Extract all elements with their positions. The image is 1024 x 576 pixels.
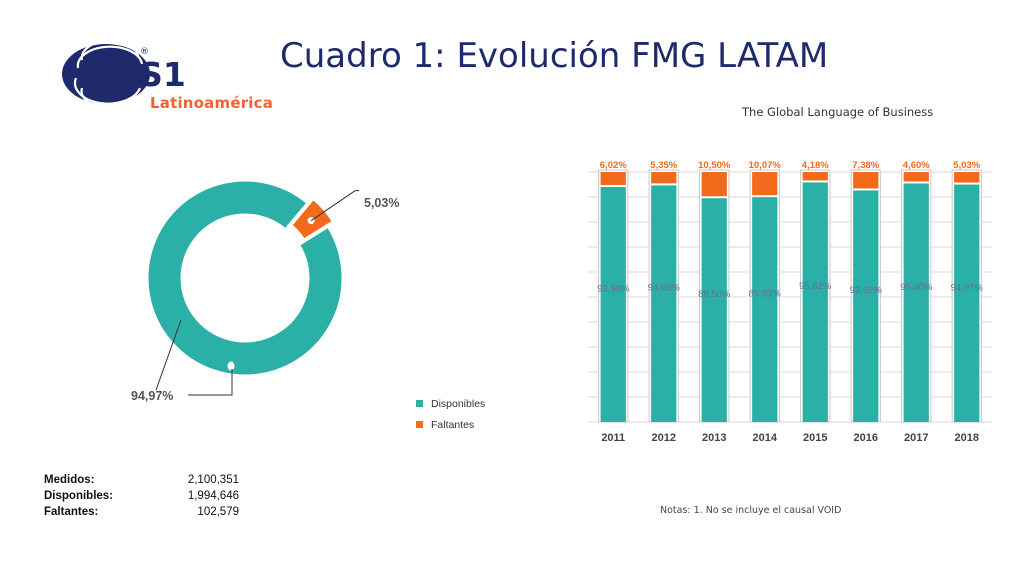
data-label-disponibles: 89,50% — [698, 289, 731, 300]
stacked-bar-chart: 6,02% 93,98% 2011 5,35% 94,65% 2012 10,50% 89,5… — [588, 160, 992, 444]
bar-faltantes-2017 — [903, 172, 929, 182]
chart-legend: Disponibles Faltantes — [416, 393, 485, 435]
bar-faltantes-2018 — [954, 172, 980, 183]
donut-leader-disponibles — [188, 369, 233, 396]
donut-chart: 5,03% 94,97% — [131, 178, 399, 403]
bar-disponibles-2014 — [752, 197, 778, 422]
x-tick-label: 2015 — [803, 432, 827, 444]
bar-disponibles-2017 — [903, 183, 929, 422]
bar-disponibles-2015 — [802, 182, 828, 422]
page-title: Cuadro 1: Evolución FMG LATAM — [280, 36, 829, 76]
data-label-faltantes: 10,07% — [749, 160, 782, 171]
data-label-disponibles: 94,97% — [951, 282, 984, 293]
bar-faltantes-2015 — [802, 172, 828, 181]
bar-disponibles-2018 — [954, 184, 980, 422]
data-label-faltantes: 5,03% — [953, 160, 980, 171]
data-label-disponibles: 95,82% — [799, 281, 832, 292]
tagline: The Global Language of Business — [742, 105, 934, 119]
bar-faltantes-2016 — [853, 172, 879, 189]
bar-faltantes-2014 — [752, 172, 778, 196]
legend-swatch-faltantes — [416, 421, 423, 428]
bar-faltantes-2011 — [600, 172, 626, 186]
legend-swatch-disponibles — [416, 400, 423, 407]
stat-value: 102,579 — [197, 506, 239, 518]
logo-registered: ® — [140, 47, 149, 57]
data-label-disponibles: 89,93% — [749, 289, 782, 300]
stats-table: Medidos: 2,100,351 Disponibles: 1,994,64… — [44, 472, 239, 520]
logo-rings — [73, 42, 144, 109]
bar-disponibles-2013 — [701, 198, 727, 422]
bar-disponibles-2011 — [600, 187, 626, 422]
legend-item-disponibles: Disponibles — [416, 393, 485, 414]
logo-ellipse — [62, 44, 150, 104]
data-label-disponibles: 95,40% — [900, 282, 933, 293]
x-tick-label: 2017 — [904, 432, 928, 444]
bar-disponibles-2016 — [853, 190, 879, 422]
donut-label-faltantes: 5,03% — [364, 196, 399, 210]
stat-label: Faltantes: — [44, 506, 99, 518]
data-label-faltantes: 6,02% — [600, 160, 627, 171]
legend-label-disponibles: Disponibles — [431, 397, 486, 410]
data-label-disponibles: 93,98% — [597, 284, 630, 295]
data-label-disponibles: 92,62% — [850, 285, 883, 296]
bar-disponibles-2012 — [651, 185, 677, 422]
notes: Notas: 1. No se incluye el causal VOID — [660, 505, 842, 516]
donut-leader-faltantes — [310, 190, 360, 222]
stat-label: Medidos: — [44, 474, 95, 486]
data-label-faltantes: 10,50% — [698, 160, 731, 171]
data-label-faltantes: 4,60% — [903, 160, 930, 171]
stat-value: 1,994,646 — [187, 490, 239, 502]
x-tick-label: 2014 — [753, 432, 778, 444]
legend-label-faltantes: Faltantes — [431, 418, 475, 431]
stat-row-faltantes: Faltantes: 102,579 — [44, 504, 239, 520]
donut-marker-faltantes — [307, 217, 315, 225]
stat-row-disponibles: Disponibles: 1,994,646 — [44, 488, 239, 504]
bar-faltantes-2012 — [651, 172, 677, 184]
x-tick-label: 2011 — [601, 432, 625, 444]
x-tick-label: 2013 — [702, 432, 726, 444]
x-tick-label: 2016 — [854, 432, 878, 444]
logo-region: Latinoamérica — [150, 94, 274, 112]
x-tick-label: 2012 — [652, 432, 676, 444]
donut-slice-disponibles — [145, 178, 345, 378]
stat-row-medidos: Medidos: 2,100,351 — [44, 472, 239, 488]
stat-label: Disponibles: — [44, 490, 114, 502]
bar-faltantes-2013 — [701, 172, 727, 197]
logo-text: GS1 — [112, 55, 186, 94]
donut-label-disponibles: 94,97% — [131, 389, 173, 403]
data-label-faltantes: 4,18% — [802, 160, 829, 171]
x-tick-label: 2018 — [955, 432, 979, 444]
data-label-disponibles: 94,65% — [648, 283, 681, 294]
donut-marker-disponibles — [227, 361, 235, 371]
data-label-faltantes: 5,35% — [650, 160, 677, 171]
legend-item-faltantes: Faltantes — [416, 414, 485, 435]
data-label-faltantes: 7,38% — [852, 160, 879, 171]
donut-leader-disponibles-diag — [155, 319, 182, 391]
stat-value: 2,100,351 — [187, 474, 239, 486]
gs1-logo: GS1 ® — [62, 42, 186, 109]
